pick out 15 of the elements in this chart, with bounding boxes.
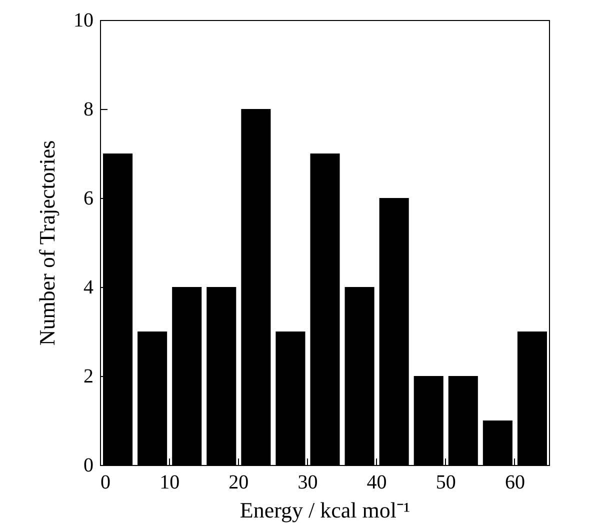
x-axis-title: Energy / kcal mol⁻¹ [240,498,410,522]
y-axis-title: Number of Trajectories [34,140,60,346]
x-tick-label: 0 [100,472,110,494]
y-tick-label: 4 [84,276,94,298]
y-tick-label: 8 [84,98,94,120]
x-tick-label: 50 [436,472,456,494]
x-tick-label: 40 [366,472,387,494]
y-tick-label: 2 [84,366,94,388]
x-tick-label: 20 [228,472,249,494]
x-tick-label: 10 [160,472,180,494]
x-tick-label: 30 [298,472,318,494]
y-tick-label: 0 [84,454,94,476]
x-tick-label: 60 [504,472,525,494]
y-tick-label: 10 [74,10,94,32]
y-tick-label: 6 [84,188,94,210]
